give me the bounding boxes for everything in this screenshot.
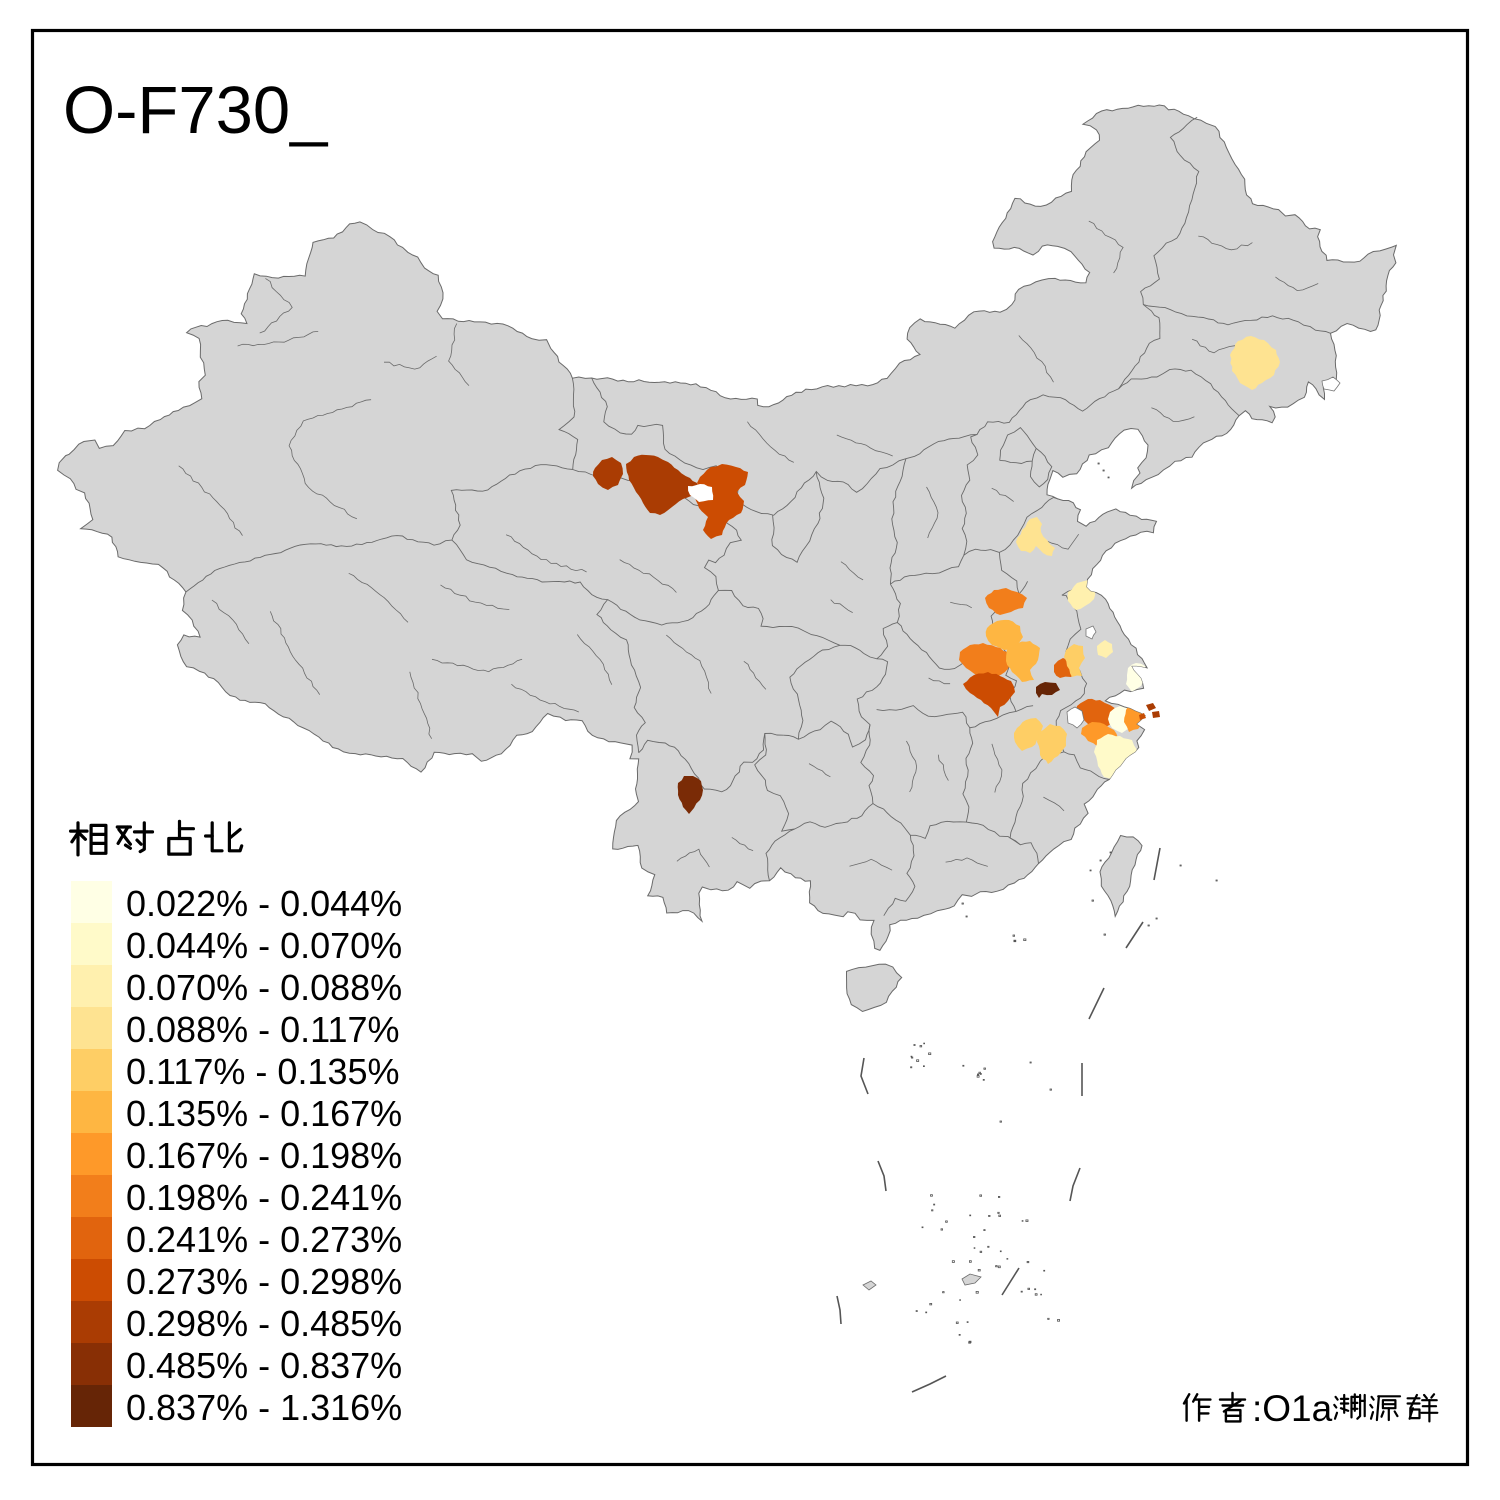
svg-text:O-F730_: O-F730_ (63, 73, 329, 148)
svg-text:0.070% - 0.088%: 0.070% - 0.088% (126, 967, 402, 1008)
svg-text:0.485% - 0.837%: 0.485% - 0.837% (126, 1345, 402, 1386)
svg-text:0.022% - 0.044%: 0.022% - 0.044% (126, 883, 402, 924)
svg-text:0.837% - 1.316%: 0.837% - 1.316% (126, 1387, 402, 1428)
svg-text:0.198% - 0.241%: 0.198% - 0.241% (126, 1177, 402, 1218)
svg-text::O1a: :O1a (1252, 1388, 1333, 1429)
svg-text:0.273% - 0.298%: 0.273% - 0.298% (126, 1261, 402, 1302)
svg-text:0.298% - 0.485%: 0.298% - 0.485% (126, 1303, 402, 1344)
svg-text:0.117% - 0.135%: 0.117% - 0.135% (126, 1051, 400, 1092)
svg-text:0.088% - 0.117%: 0.088% - 0.117% (126, 1009, 400, 1050)
svg-text:0.241% - 0.273%: 0.241% - 0.273% (126, 1219, 402, 1260)
svg-text:0.044% - 0.070%: 0.044% - 0.070% (126, 925, 402, 966)
svg-text:0.135% - 0.167%: 0.135% - 0.167% (126, 1093, 402, 1134)
svg-text:0.167% - 0.198%: 0.167% - 0.198% (126, 1135, 402, 1176)
